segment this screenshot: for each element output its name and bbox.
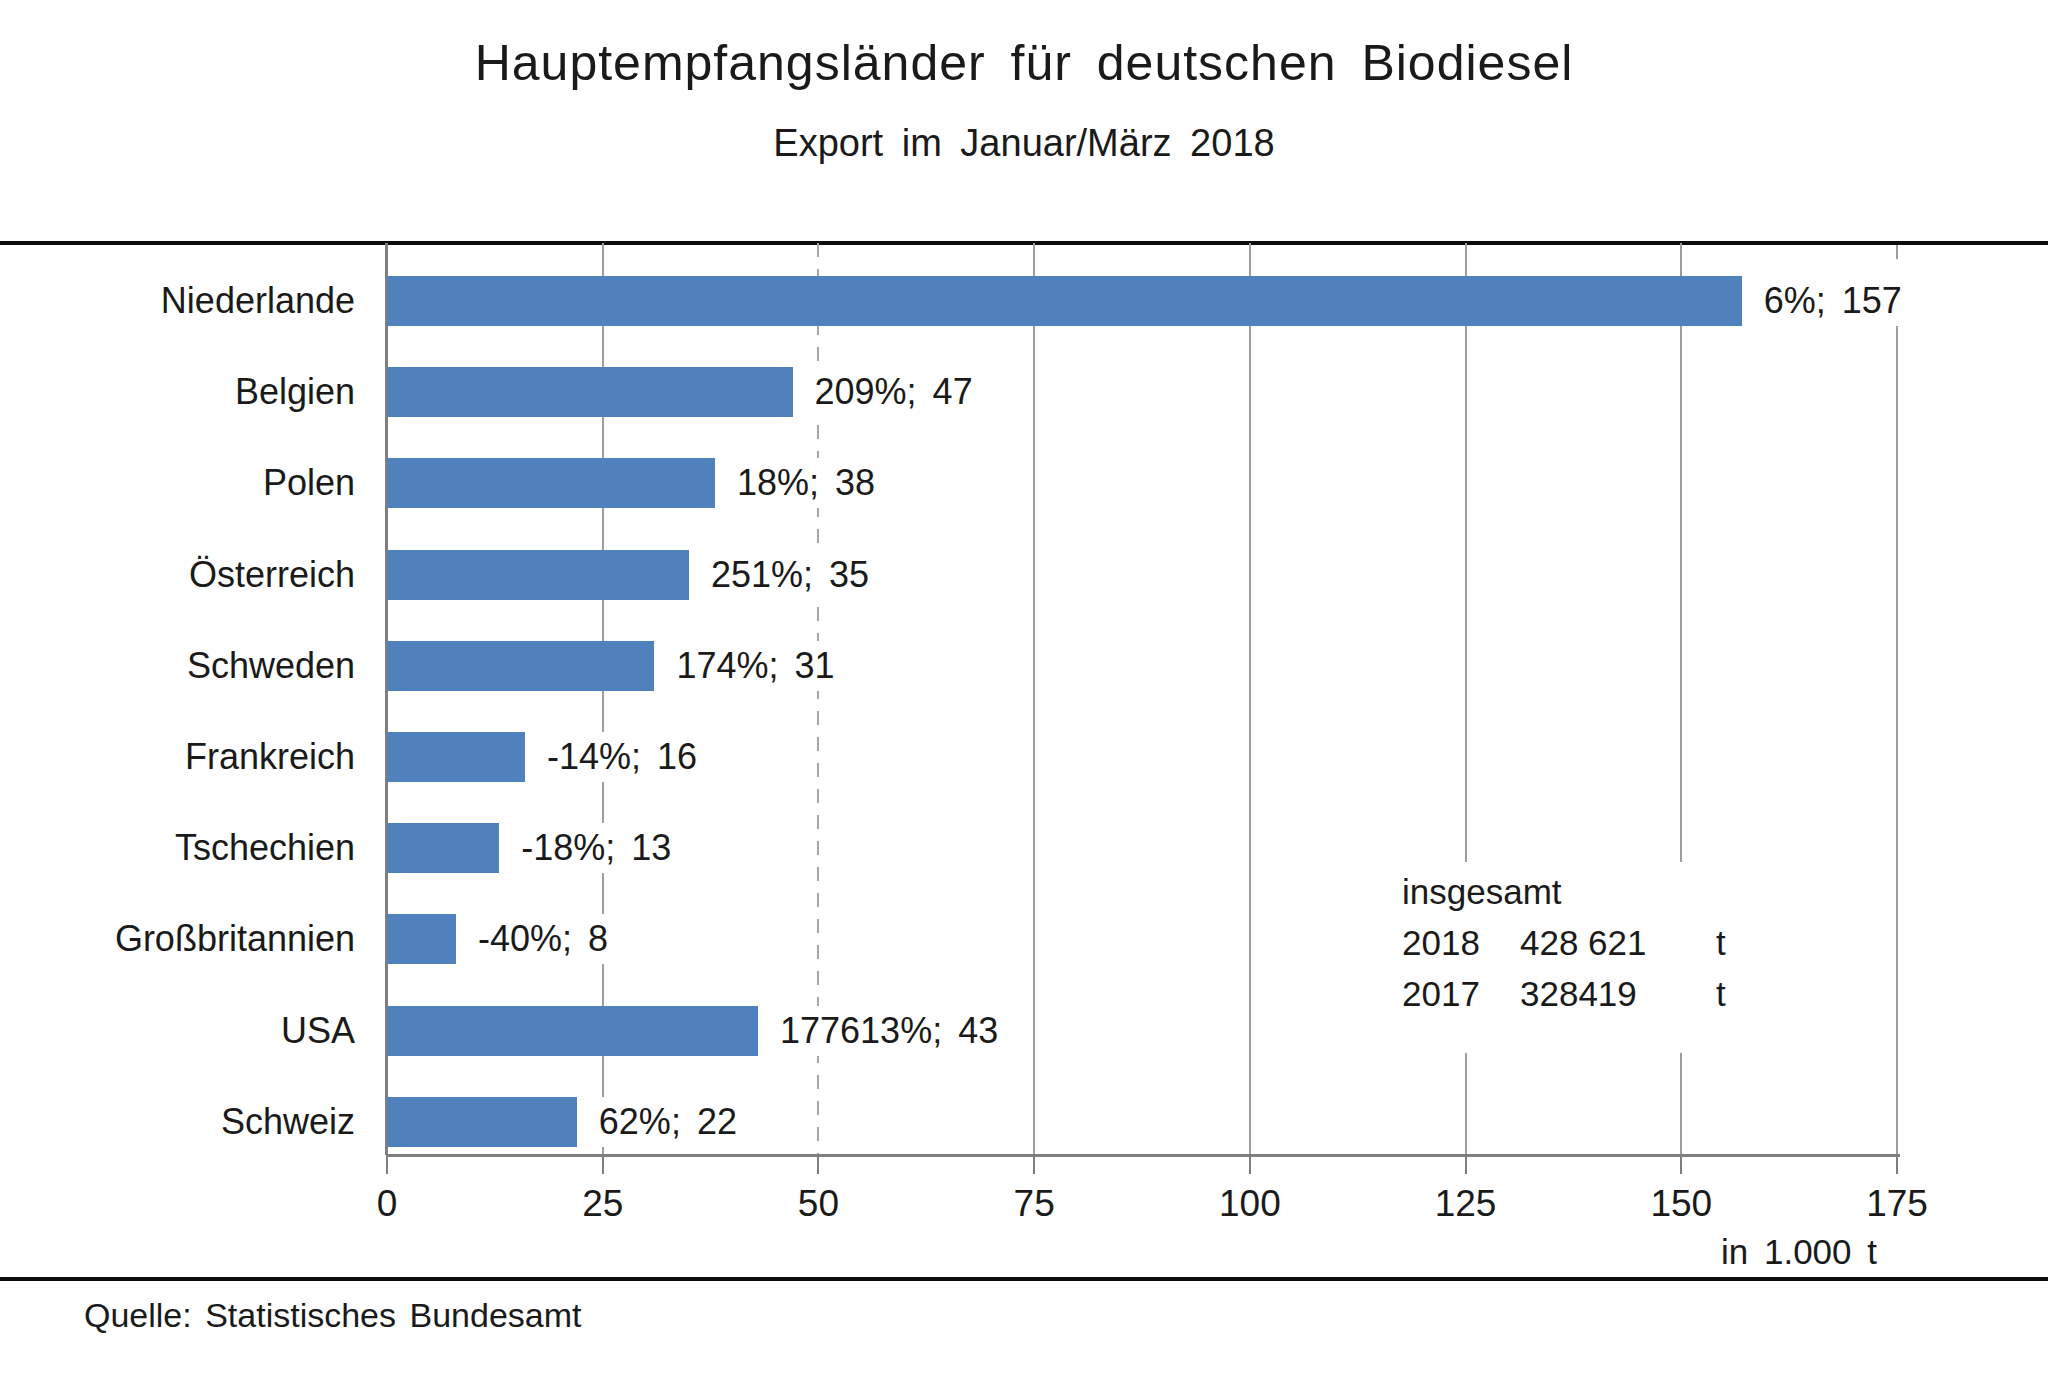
bar-6 [387,732,525,782]
value-label-7: -18%; 13 [513,823,681,873]
x-tick-label-175: 175 [1866,1183,1928,1225]
bottom-divider [0,1277,2048,1281]
bar-2 [387,367,793,417]
value-label-4: 251%; 35 [703,550,879,600]
x-tick-50 [817,1154,819,1174]
bar-10 [387,1097,577,1147]
totals-year: 2017 [1402,968,1520,1019]
gridline-175 [1896,287,1898,1155]
category-label-2: Belgien [235,367,355,417]
source-caption: Quelle: Statistisches Bundesamt [84,1296,581,1335]
x-tick-150 [1680,1154,1682,1174]
x-tick-125 [1465,1154,1467,1174]
x-tick-label-100: 100 [1219,1183,1281,1225]
totals-unit: t [1716,968,1726,1019]
gridline-100 [1249,243,1251,1155]
bar-3 [387,458,715,508]
totals-heading: insgesamt [1402,866,1726,917]
bar-7 [387,823,499,873]
x-tick-75 [1033,1154,1035,1174]
category-label-5: Schweden [187,641,355,691]
bar-5 [387,641,654,691]
category-label-8: Großbritannien [115,914,355,964]
value-label-9: 177613%; 43 [772,1006,1008,1056]
value-label-6: -14%; 16 [539,732,707,782]
x-tick-label-0: 0 [377,1183,398,1225]
bar-9 [387,1006,758,1056]
category-label-9: USA [281,1006,355,1056]
x-tick-label-75: 75 [1014,1183,1055,1225]
totals-row-2018: 2018428 621t [1402,917,1726,968]
x-tick-0 [386,1154,388,1174]
category-label-10: Schweiz [221,1097,355,1147]
totals-year: 2018 [1402,917,1520,968]
bar-8 [387,914,456,964]
category-label-4: Österreich [189,550,355,600]
x-axis-line [387,1154,1900,1157]
totals-unit: t [1716,917,1726,968]
value-label-2: 209%; 47 [807,367,983,417]
value-label-5: 174%; 31 [668,641,844,691]
x-tick-label-125: 125 [1435,1183,1497,1225]
x-tick-175 [1896,1154,1898,1174]
value-label-1: 6%; 157 [1756,276,1912,326]
chart-subtitle: Export im Januar/März 2018 [0,122,2048,165]
totals-amount: 428 621 [1520,917,1716,968]
x-tick-label-50: 50 [798,1183,839,1225]
x-tick-100 [1249,1154,1251,1174]
value-label-8: -40%; 8 [470,914,618,964]
value-label-10: 62%; 22 [591,1097,747,1147]
bar-4 [387,550,689,600]
gridline-75 [1033,243,1035,1155]
totals-annotation: insgesamt 2018428 621t2017328419t [1388,862,1752,1053]
totals-amount: 328419 [1520,968,1716,1019]
chart-title: Hauptempfangsländer für deutschen Biodie… [0,34,2048,92]
category-label-6: Frankreich [185,732,355,782]
x-tick-label-150: 150 [1650,1183,1712,1225]
x-tick-label-25: 25 [582,1183,623,1225]
x-axis-unit-label: in 1.000 t [1387,1232,1877,1272]
bar-1 [387,276,1742,326]
value-label-3: 18%; 38 [729,458,885,508]
gridline-175-cap [1896,245,1898,259]
x-tick-25 [602,1154,604,1174]
category-label-1: Niederlande [161,276,355,326]
chart-canvas: Hauptempfangsländer für deutschen Biodie… [0,0,2048,1377]
category-label-3: Polen [263,458,355,508]
category-label-7: Tschechien [175,823,355,873]
totals-row-2017: 2017328419t [1402,968,1726,1019]
